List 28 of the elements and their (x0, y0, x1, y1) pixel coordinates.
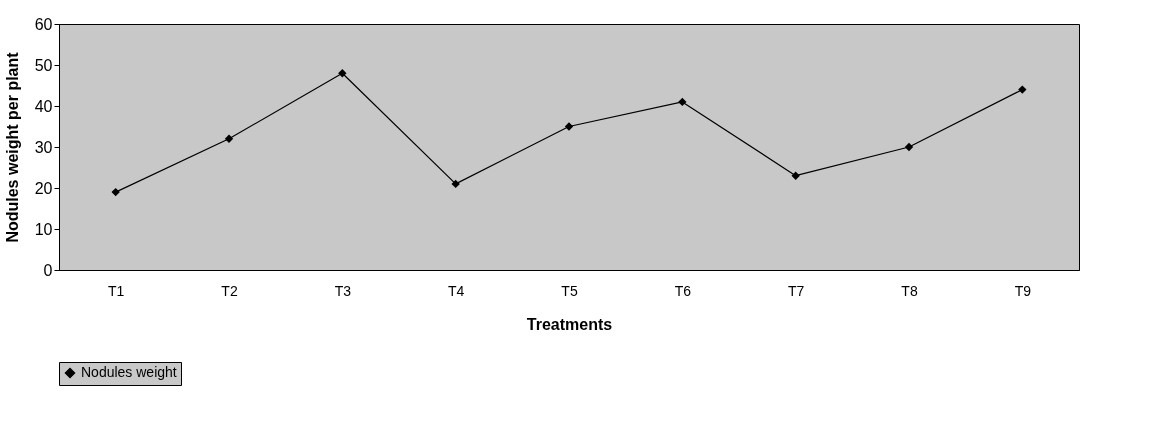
y-tick-label: 20 (34, 179, 53, 197)
x-tick-label: T3 (334, 282, 352, 299)
y-tick-label: 0 (43, 261, 53, 279)
y-tick-label: 10 (34, 220, 53, 238)
x-tick-label: T1 (107, 282, 125, 299)
x-tick-label: T8 (901, 282, 918, 299)
x-tick-label: T2 (221, 282, 238, 299)
y-tick-label: 40 (34, 97, 53, 115)
point (564, 122, 574, 131)
point (904, 142, 914, 152)
x-tick-label: T5 (561, 282, 578, 299)
point (111, 187, 120, 197)
x-tick-label: T4 (447, 282, 465, 299)
x-tick-label: T9 (1014, 282, 1032, 299)
y-tick-label: 50 (34, 56, 53, 74)
point (338, 69, 347, 78)
x-axis-title: Treatments (526, 315, 613, 333)
point (451, 179, 460, 189)
point (678, 97, 687, 107)
point (224, 134, 234, 143)
x-tick-label: T7 (787, 282, 805, 299)
x-tick-label: T6 (674, 282, 692, 299)
point (1018, 85, 1027, 94)
legend-label: Nodules weight (81, 364, 177, 380)
y-axis-title: Nodules weight per plant (3, 51, 21, 243)
y-tick-label: 30 (34, 138, 53, 156)
point (791, 171, 800, 180)
y-tick-label: 60 (34, 15, 53, 33)
